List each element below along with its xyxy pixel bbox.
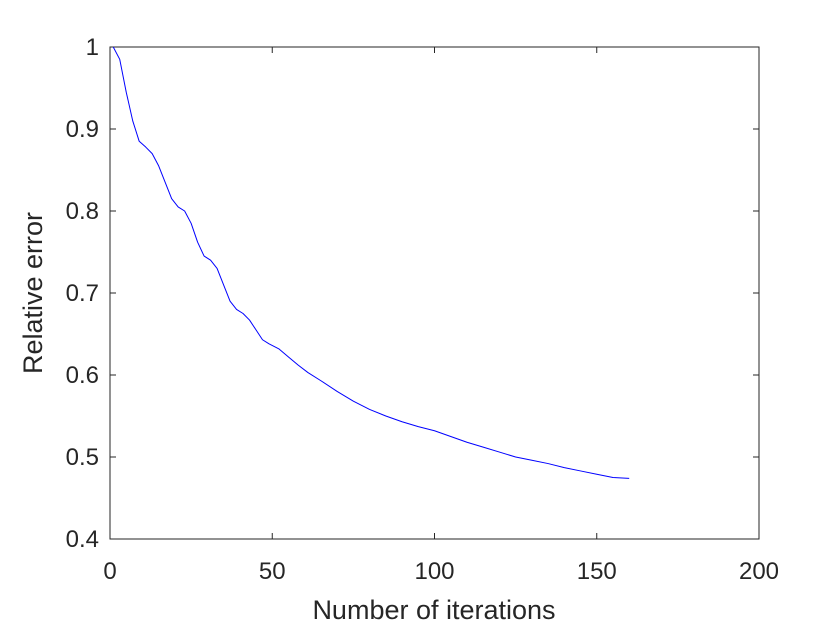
- x-tick-label: 150: [577, 558, 617, 585]
- y-tick-label: 0.5: [66, 444, 99, 471]
- y-tick-label: 0.4: [66, 526, 99, 553]
- series-layer: [112, 46, 630, 479]
- x-tick-label: 200: [739, 558, 779, 585]
- x-axis-title: Number of iterations: [312, 595, 555, 625]
- y-tick-label: 0.8: [66, 198, 99, 225]
- y-tick-label: 1: [86, 34, 99, 61]
- series-line: [112, 46, 630, 479]
- plot-area: [109, 46, 760, 540]
- y-axis: 0.4 0.5 0.6 0.7 0.8 0.9 1: [66, 34, 759, 553]
- x-tick-label: 100: [414, 558, 454, 585]
- y-tick-label: 0.7: [66, 280, 99, 307]
- y-tick-label: 0.9: [66, 116, 99, 143]
- x-axis: 0 50 100 150 200: [103, 47, 779, 585]
- x-tick-label: 0: [103, 558, 116, 585]
- y-tick-label: 0.6: [66, 362, 99, 389]
- x-tick-label: 50: [259, 558, 286, 585]
- y-axis-title: Relative error: [18, 212, 48, 374]
